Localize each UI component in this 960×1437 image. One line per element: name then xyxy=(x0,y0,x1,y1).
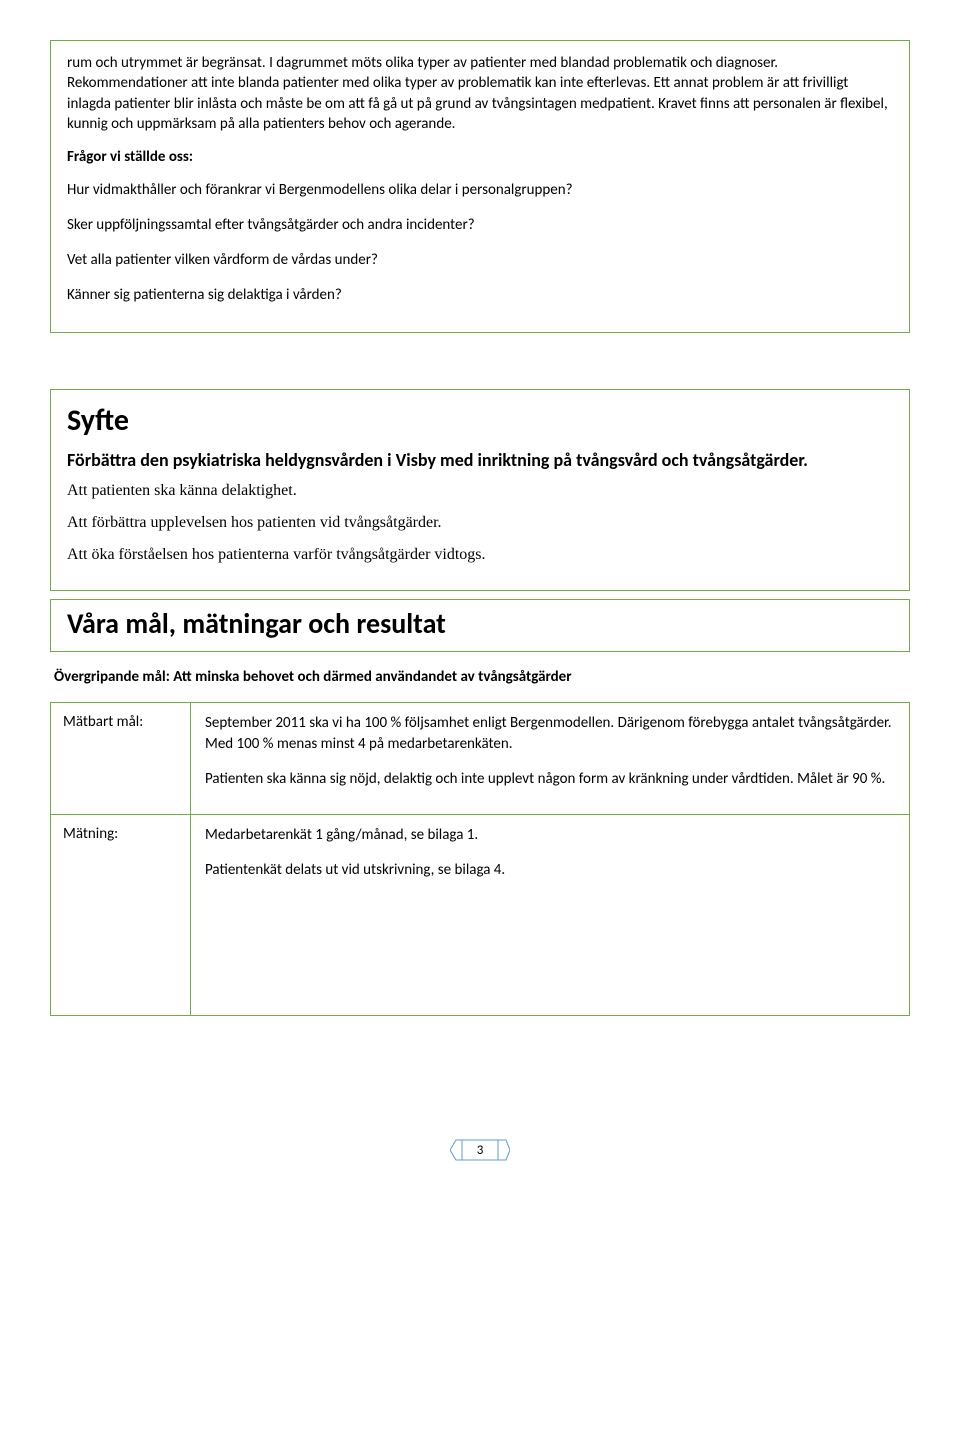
row2-p1: Medarbetarenkät 1 gång/månad, se bilaga … xyxy=(205,825,895,846)
syfte-title: Syfte xyxy=(67,402,893,439)
questions-intro: Frågor vi ställde oss: xyxy=(67,148,893,166)
question-4: Känner sig patienterna sig delaktiga i v… xyxy=(67,285,893,306)
row2-empty-space xyxy=(205,895,895,1005)
mal-heading-box: Våra mål, mätningar och resultat xyxy=(50,599,910,652)
syfte-line-2: Att förbättra upplevelsen hos patienten … xyxy=(67,514,893,532)
question-2: Sker uppföljningssamtal efter tvångsåtgä… xyxy=(67,215,893,236)
row1-content: September 2011 ska vi ha 100 % följsamhe… xyxy=(191,703,909,814)
goals-table: Mätbart mål: September 2011 ska vi ha 10… xyxy=(50,702,910,1016)
overgripande-mal: Övergripande mål: Att minska behovet och… xyxy=(50,660,910,702)
row2-label: Mätning: xyxy=(51,815,191,1015)
row2-content: Medarbetarenkät 1 gång/månad, se bilaga … xyxy=(191,815,909,1015)
syfte-line-1: Att patienten ska känna delaktighet. xyxy=(67,482,893,500)
mal-heading: Våra mål, mätningar och resultat xyxy=(67,606,893,641)
table-row: Mätbart mål: September 2011 ska vi ha 10… xyxy=(51,703,909,814)
page-number-wrap: 3 xyxy=(50,1136,910,1164)
syfte-subtitle: Förbättra den psykiatriska heldygnsvårde… xyxy=(67,449,893,472)
page-number: 3 xyxy=(477,1143,484,1158)
row1-p1: September 2011 ska vi ha 100 % följsamhe… xyxy=(205,713,895,755)
table-row: Mätning: Medarbetarenkät 1 gång/månad, s… xyxy=(51,814,909,1015)
row1-label: Mätbart mål: xyxy=(51,703,191,814)
question-1: Hur vidmakthåller och förankrar vi Berge… xyxy=(67,180,893,201)
row2-p2: Patientenkät delats ut vid utskrivning, … xyxy=(205,860,895,881)
row1-p2: Patienten ska känna sig nöjd, delaktig o… xyxy=(205,769,895,790)
syfte-line-3: Att öka förståelsen hos patienterna varf… xyxy=(67,546,893,564)
question-3: Vet alla patienter vilken vårdform de vå… xyxy=(67,250,893,271)
page-number-box: 3 xyxy=(450,1136,510,1164)
intro-paragraph: rum och utrymmet är begränsat. I dagrumm… xyxy=(67,53,893,134)
spacer xyxy=(50,353,910,389)
intro-questions-box: rum och utrymmet är begränsat. I dagrumm… xyxy=(50,40,910,333)
syfte-box: Syfte Förbättra den psykiatriska heldygn… xyxy=(50,389,910,591)
